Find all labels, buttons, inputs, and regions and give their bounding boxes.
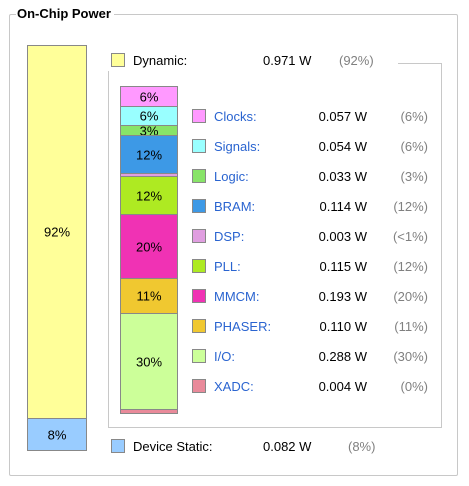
static-power: 0.082 W: [263, 439, 312, 454]
component-power: 0.115 W: [319, 259, 367, 274]
total-power-bar: 92% 8%: [27, 45, 87, 451]
component-percent: (12%): [393, 199, 428, 214]
legend-swatch: [192, 379, 206, 393]
dynamic-detail-bar: 6% 6% 3% 12% 12% 20% 11% 30%: [120, 86, 178, 414]
component-power: 0.114 W: [319, 199, 367, 214]
detail-bar-segment-signals: 6%: [121, 106, 177, 125]
detail-bar-segment-logic: 3%: [121, 123, 177, 138]
breakdown-row-io: I/O: 0.288 W (30%): [192, 348, 432, 366]
legend-swatch: [192, 259, 206, 273]
component-percent: (11%): [394, 319, 428, 334]
legend-swatch: [192, 169, 206, 183]
component-power: 0.003 W: [318, 229, 367, 244]
breakdown-row-phaser: PHASER: 0.110 W (11%): [192, 318, 432, 336]
detail-bar-label: 12%: [135, 188, 163, 203]
component-percent: (20%): [393, 289, 428, 304]
detail-bar-label: 12%: [135, 147, 163, 162]
static-percent: (8%): [348, 439, 376, 454]
legend-swatch: [192, 109, 206, 123]
component-link[interactable]: BRAM:: [214, 199, 256, 214]
component-link[interactable]: Clocks:: [214, 109, 257, 124]
breakdown-row-pll: PLL: 0.115 W (12%): [192, 258, 432, 276]
component-link[interactable]: MMCM:: [214, 289, 260, 304]
component-percent: (6%): [400, 109, 428, 124]
static-label: Device Static:: [133, 439, 213, 454]
legend-swatch: [192, 319, 206, 333]
legend-swatch: [192, 139, 206, 153]
component-power: 0.004 W: [318, 379, 367, 394]
legend-swatch: [192, 199, 206, 213]
detail-bar-segment-phaser: 11%: [121, 278, 177, 313]
component-power: 0.110 W: [319, 319, 367, 334]
component-link[interactable]: XADC:: [214, 379, 254, 394]
detail-bar-segment-pll: 12%: [121, 176, 177, 214]
dynamic-header: Dynamic: 0.971 W (92%): [108, 51, 398, 71]
breakdown-row-bram: BRAM: 0.114 W (12%): [192, 198, 432, 216]
component-power: 0.288 W: [318, 349, 367, 364]
detail-bar-label: 6%: [139, 89, 159, 104]
breakdown-row-mmcm: MMCM: 0.193 W (20%): [192, 288, 432, 306]
component-power: 0.193 W: [318, 289, 367, 304]
detail-bar-label: 20%: [135, 239, 163, 254]
component-percent: (12%): [393, 259, 428, 274]
component-link[interactable]: DSP:: [214, 229, 245, 244]
component-percent: (6%): [400, 139, 428, 154]
legend-swatch: [192, 289, 206, 303]
breakdown-row-logic: Logic: 0.033 W (3%): [192, 168, 432, 186]
component-power: 0.033 W: [318, 169, 367, 184]
dynamic-label: Dynamic:: [133, 53, 188, 68]
static-swatch: [111, 439, 125, 453]
component-power: 0.054 W: [318, 139, 367, 154]
component-percent: (0%): [400, 379, 428, 394]
component-link[interactable]: Signals:: [214, 139, 261, 154]
detail-bar-segment-mmcm: 20%: [121, 214, 177, 278]
detail-bar-segment-dsp: [121, 173, 177, 176]
legend-swatch: [192, 229, 206, 243]
dynamic-swatch: [111, 53, 125, 67]
total-bar-segment-device-static: 8%: [28, 418, 86, 450]
dynamic-power: 0.971 W: [263, 53, 312, 68]
detail-bar-label: 30%: [135, 354, 163, 369]
component-percent: (30%): [393, 349, 428, 364]
breakdown-row-signals: Signals: 0.054 W (6%): [192, 138, 432, 156]
breakdown-row-clocks: Clocks: 0.057 W (6%): [192, 108, 432, 126]
total-bar-segment-dynamic: 92%: [28, 46, 86, 418]
on-chip-power-panel: [9, 14, 458, 476]
component-link[interactable]: I/O:: [214, 349, 235, 364]
detail-bar-label: 3%: [139, 123, 159, 138]
detail-bar-segment-bram: 12%: [121, 135, 177, 173]
breakdown-row-xadc: XADC: 0.004 W (0%): [192, 378, 432, 396]
legend-swatch: [192, 349, 206, 363]
total-bar-label: 92%: [43, 224, 71, 240]
breakdown-row-dsp: DSP: 0.003 W (<1%): [192, 228, 432, 246]
component-percent: (<1%): [392, 229, 428, 244]
component-link[interactable]: PHASER:: [214, 319, 272, 334]
component-power: 0.057 W: [318, 109, 367, 124]
component-link[interactable]: PLL:: [214, 259, 241, 274]
detail-bar-segment-io: 30%: [121, 313, 177, 409]
detail-bar-segment-clocks: 6%: [121, 87, 177, 106]
component-percent: (3%): [400, 169, 428, 184]
detail-bar-segment-xadc: [121, 409, 177, 413]
total-bar-label: 8%: [47, 427, 67, 442]
dynamic-percent: (92%): [339, 53, 374, 68]
detail-bar-label: 11%: [136, 288, 162, 304]
detail-bar-label: 6%: [139, 108, 159, 124]
component-link[interactable]: Logic:: [214, 169, 249, 184]
panel-title: On-Chip Power: [16, 6, 114, 21]
